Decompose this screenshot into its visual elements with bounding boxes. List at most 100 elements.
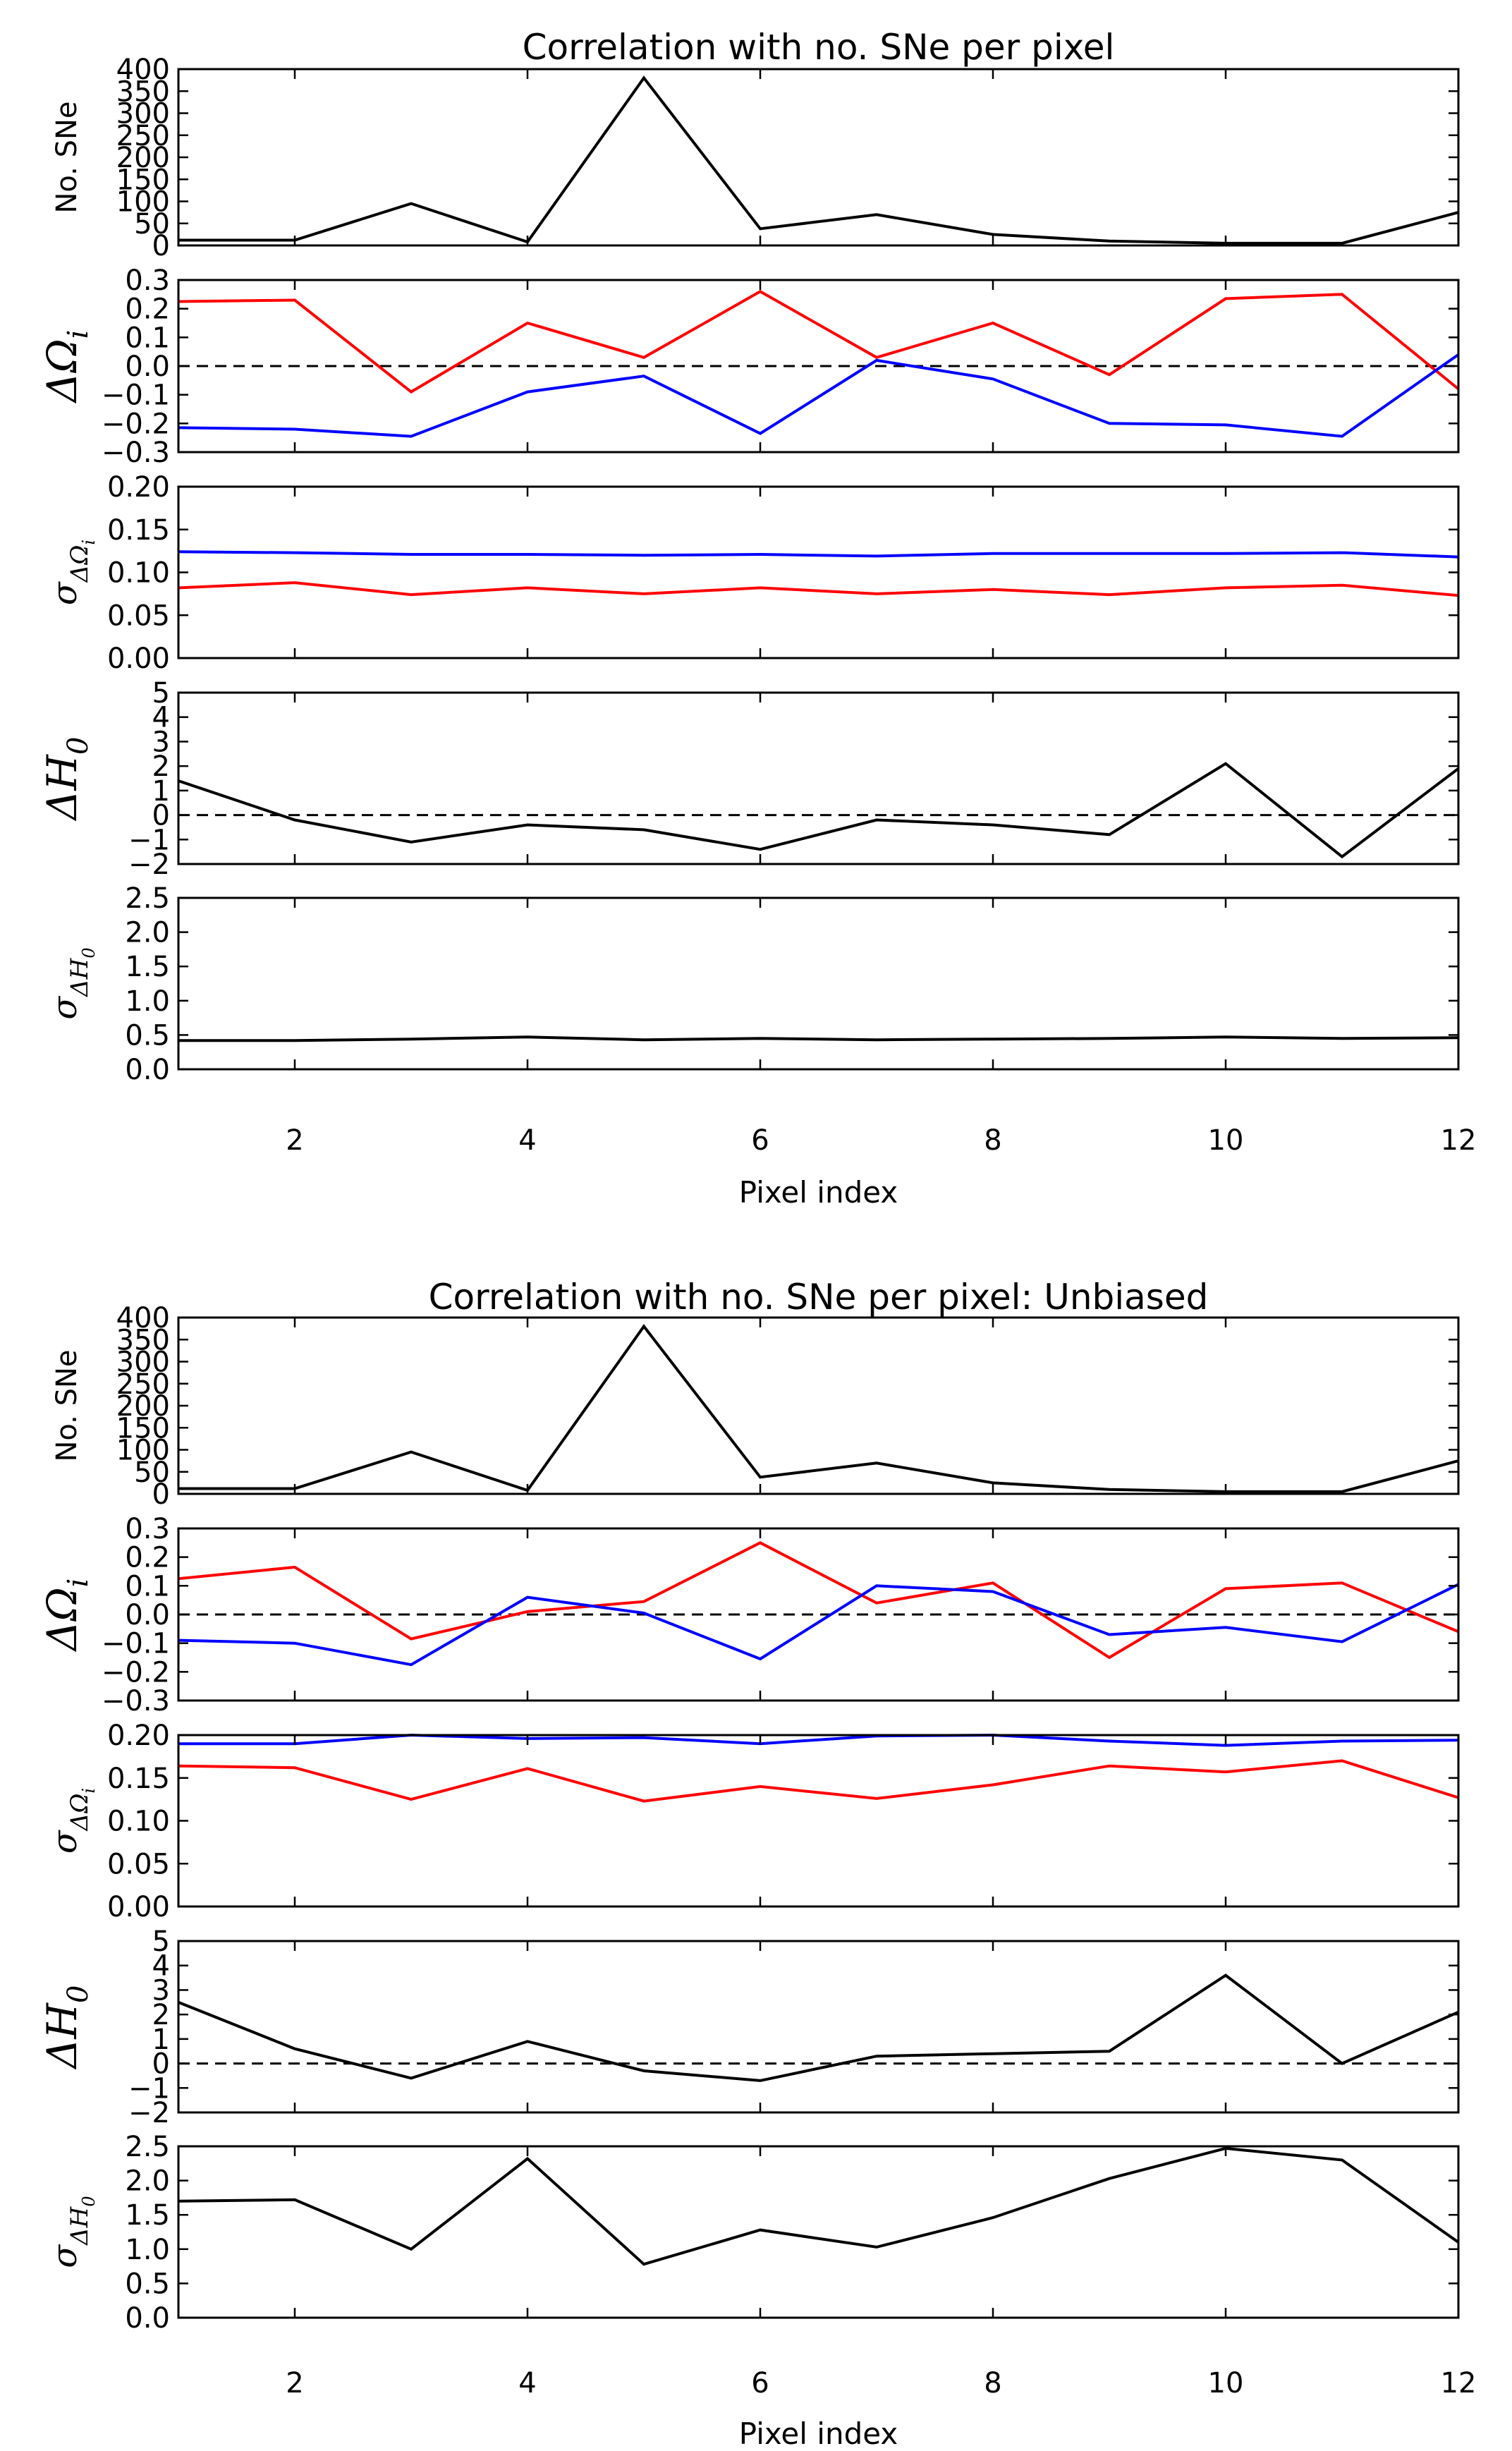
y-tick-label-0-dh0-1: −1 (128, 824, 170, 856)
x-tick-label-1-5: 12 (1441, 2367, 1477, 2400)
panel-frame-0-sdh0 (177, 896, 1460, 1071)
y-tick-label-0-dh0-7: 5 (152, 677, 170, 710)
x-tick-label-0-4: 10 (1208, 1124, 1244, 1157)
y-tick-label-1-dh0-3: 1 (152, 2024, 170, 2056)
y-tick-label-0-domega-1: −0.2 (102, 408, 170, 440)
y-tick-label-1-nsne-3: 150 (116, 1412, 170, 1445)
panel-frame-0-domega (177, 279, 1460, 454)
x-tick-label-1-3: 8 (984, 2367, 1001, 2400)
y-tick-label-0-sdh0-5: 2.5 (125, 882, 170, 915)
y-tick-label-0-dh0-2: 0 (152, 800, 170, 832)
x-tick-label-0-0: 2 (286, 1124, 303, 1157)
x-tick-label-0-5: 12 (1441, 1124, 1477, 1157)
panel-1-sdh0: 0.00.51.01.52.02.5 σΔH0 (45, 2131, 1460, 2335)
y-tick-label-0-domega-4: 0.1 (125, 322, 170, 354)
x-tick-label-0-1: 4 (518, 1124, 536, 1157)
panel-frame-1-sdh0 (177, 2145, 1460, 2319)
y-axis-label-1-sdh0: σΔH0 (45, 2196, 99, 2268)
y-tick-label-0-domega-0: −0.3 (102, 437, 170, 469)
x-tick-label-1-4: 10 (1208, 2367, 1244, 2400)
y-tick-label-1-sdh0-0: 0.0 (125, 2302, 170, 2335)
y-tick-label-1-nsne-2: 100 (116, 1435, 170, 1467)
y-tick-label-0-sdh0-3: 1.5 (125, 951, 170, 983)
series-line-1-sdomega-0 (178, 1733, 1459, 1747)
series-line-1-sdh0-0 (178, 2146, 1460, 2266)
y-tick-label-1-sdomega-3: 0.15 (107, 1763, 170, 1795)
y-axis-label-0-dh0: ΔH0 (38, 737, 94, 822)
y-tick-label-1-nsne-8: 400 (116, 1302, 170, 1334)
y-tick-label-1-domega-6: 0.3 (125, 1513, 170, 1545)
panel-frame-1-sdomega (177, 1734, 1460, 1908)
y-tick-label-1-nsne-4: 200 (116, 1390, 170, 1423)
y-tick-label-1-sdomega-4: 0.20 (107, 1720, 170, 1752)
panel-frame-1-nsne (177, 1316, 1460, 1495)
y-axis-label-0-sdh0: σΔH0 (45, 947, 99, 1019)
series-line-1-nsne-0 (178, 1324, 1459, 1493)
series-line-0-sdh0-0 (178, 1035, 1459, 1042)
y-tick-label-1-dh0-5: 3 (152, 1974, 170, 2007)
y-tick-label-1-domega-1: −0.2 (102, 1656, 170, 1689)
panel-0-domega: −0.3−0.2−0.10.00.10.20.3 ΔΩi (38, 264, 1460, 469)
y-tick-label-0-nsne-4: 200 (116, 142, 170, 174)
y-tick-label-0-nsne-6: 300 (116, 98, 170, 130)
series-line-0-domega-0 (178, 290, 1460, 394)
series-line-0-sdomega-0 (178, 550, 1459, 559)
y-tick-label-1-nsne-6: 300 (116, 1346, 170, 1379)
y-tick-label-0-dh0-5: 3 (152, 726, 170, 758)
y-tick-label-0-dh0-4: 2 (152, 750, 170, 783)
y-tick-label-1-dh0-1: −1 (128, 2072, 170, 2105)
y-tick-label-1-dh0-0: −2 (128, 2097, 170, 2129)
x-axis-label-0: Pixel index (739, 1175, 898, 1210)
y-axis-label-1-dh0: ΔH0 (38, 1985, 94, 2070)
panel-1-domega: −0.3−0.2−0.10.00.10.20.3 ΔΩi (38, 1513, 1460, 1717)
series-line-0-domega-1 (178, 353, 1460, 438)
y-axis-label-1-sdomega: σΔΩi (45, 1788, 99, 1854)
y-tick-label-1-sdh0-2: 1.0 (125, 2234, 170, 2266)
panel-frame-1-dh0 (177, 1940, 1460, 2114)
figure-top: Correlation with no. SNe per pixel050100… (38, 27, 1476, 1210)
series-line-0-sdomega-1 (178, 581, 1459, 597)
figure-bottom: Correlation with no. SNe per pixel: Unbi… (38, 1277, 1476, 2451)
y-tick-label-0-nsne-0: 0 (152, 230, 170, 262)
y-tick-label-1-domega-3: 0.0 (125, 1599, 170, 1631)
y-tick-label-0-nsne-2: 100 (116, 186, 170, 219)
y-tick-label-0-sdomega-1: 0.05 (107, 600, 170, 632)
y-tick-label-1-sdh0-1: 0.5 (125, 2268, 170, 2300)
y-tick-label-0-nsne-7: 350 (116, 75, 170, 108)
y-tick-label-0-sdomega-4: 0.20 (107, 471, 170, 504)
y-tick-label-1-sdh0-3: 1.5 (125, 2199, 170, 2232)
y-tick-label-1-nsne-7: 350 (116, 1324, 170, 1356)
y-tick-label-0-dh0-0: −2 (128, 849, 170, 881)
y-tick-label-1-domega-5: 0.2 (125, 1542, 170, 1574)
y-axis-label-0-sdomega: σΔΩi (45, 540, 99, 605)
y-tick-label-0-sdh0-0: 0.0 (125, 1054, 170, 1086)
y-tick-label-0-dh0-6: 4 (152, 702, 170, 734)
y-tick-label-1-domega-0: −0.3 (102, 1685, 170, 1717)
y-tick-label-1-nsne-5: 250 (116, 1368, 170, 1401)
y-tick-label-1-sdh0-5: 2.5 (125, 2131, 170, 2163)
y-axis-label-1-domega: ΔΩi (38, 1579, 94, 1653)
y-tick-label-0-nsne-1: 50 (134, 208, 170, 241)
y-tick-label-1-dh0-4: 2 (152, 1999, 170, 2031)
y-tick-label-0-nsne-8: 400 (116, 54, 170, 86)
y-tick-label-0-nsne-5: 250 (116, 120, 170, 152)
series-line-1-dh0-0 (178, 1973, 1459, 2082)
y-axis-label-1-nsne: No. SNe (51, 1349, 83, 1461)
y-axis-label-0-nsne: No. SNe (51, 101, 83, 213)
y-tick-label-0-sdomega-0: 0.00 (107, 643, 170, 675)
panel-frame-0-sdomega (177, 485, 1460, 659)
y-tick-label-0-domega-2: −0.1 (102, 379, 170, 412)
y-tick-label-0-domega-6: 0.3 (125, 264, 170, 297)
x-tick-label-0-2: 6 (751, 1124, 769, 1157)
chart-title-0: Correlation with no. SNe per pixel (523, 27, 1115, 68)
x-tick-label-1-0: 2 (286, 2367, 303, 2400)
y-tick-label-0-nsne-3: 150 (116, 164, 170, 196)
y-tick-label-1-nsne-1: 50 (134, 1456, 170, 1489)
y-tick-label-0-sdh0-1: 0.5 (125, 1019, 170, 1052)
y-tick-label-0-sdh0-2: 1.0 (125, 985, 170, 1018)
